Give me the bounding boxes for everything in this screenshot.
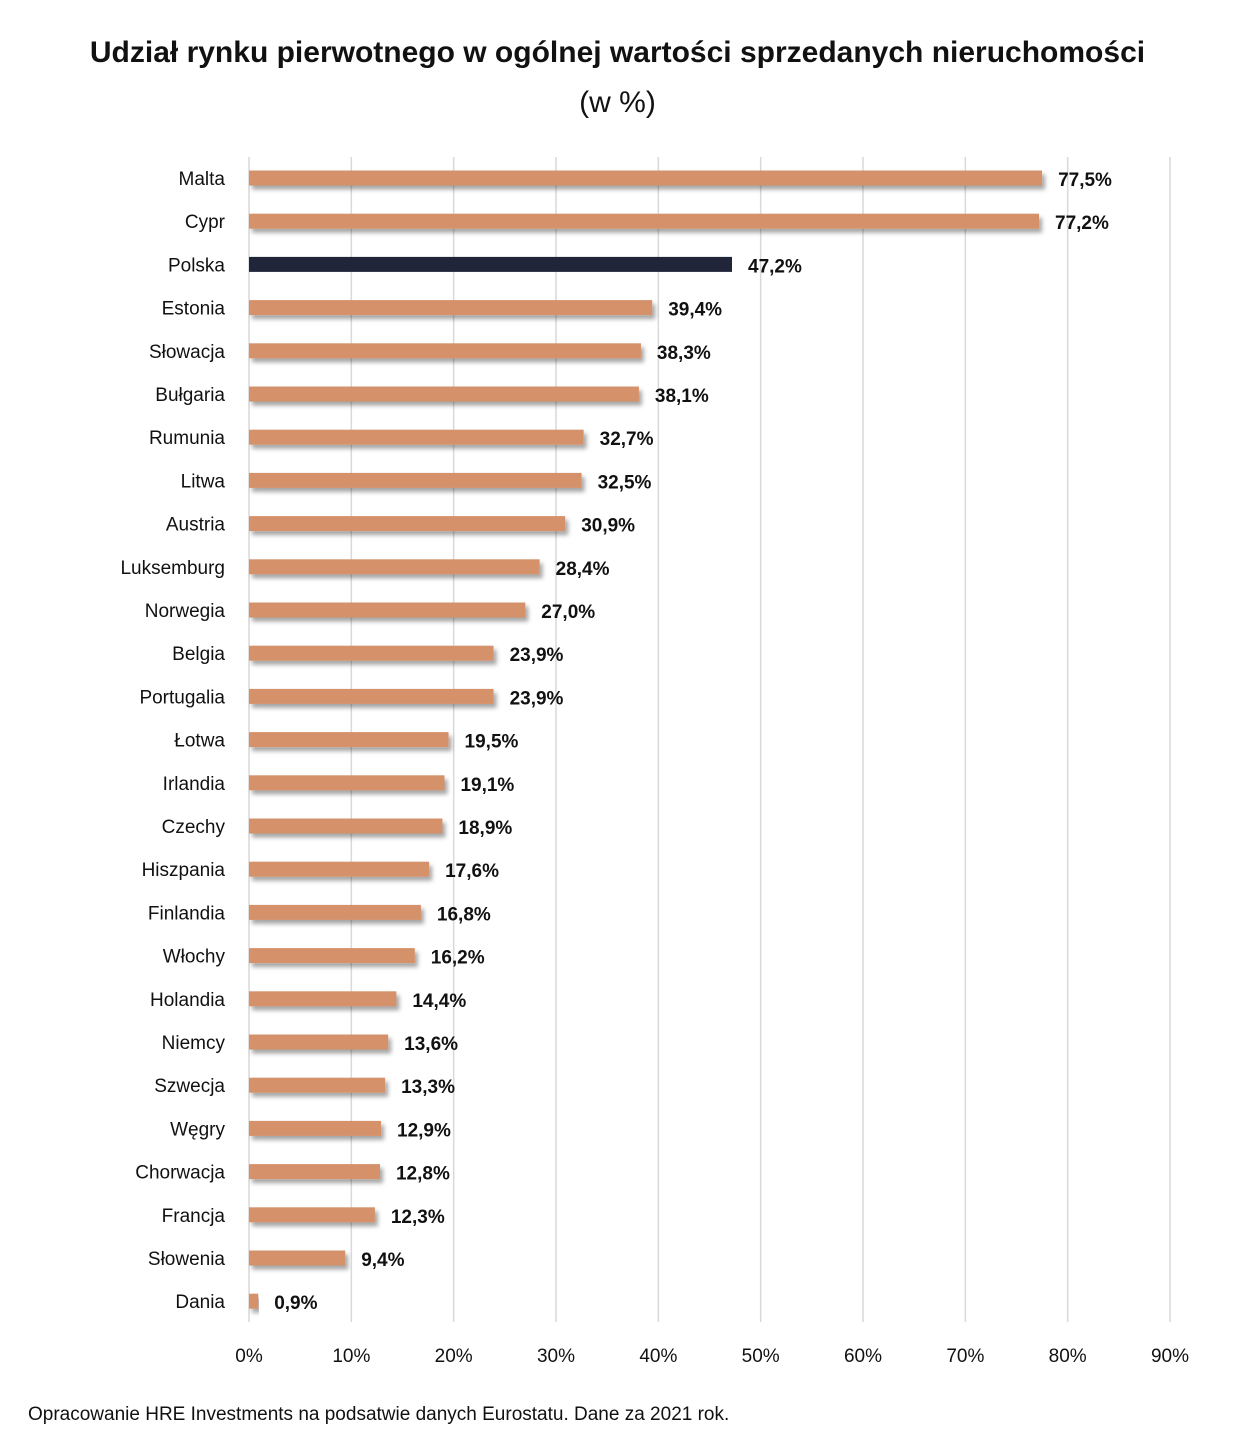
category-label: Dania xyxy=(175,1292,225,1313)
category-label: Francja xyxy=(162,1206,226,1227)
bar-irlandia xyxy=(249,775,445,791)
value-label: 32,7% xyxy=(600,429,654,450)
value-label: 13,3% xyxy=(401,1077,455,1098)
bar-luksemburg xyxy=(249,559,540,575)
category-label: Cypr xyxy=(185,212,226,233)
bar-portugalia xyxy=(249,688,494,704)
value-label: 16,8% xyxy=(437,904,491,925)
bar-słowenia xyxy=(249,1250,346,1266)
bar-francja xyxy=(249,1207,375,1223)
source-footnote: Opracowanie HRE Investments na podsatwie… xyxy=(28,1404,730,1425)
bar-bułgaria xyxy=(249,386,639,402)
value-label: 23,9% xyxy=(510,688,564,709)
bar-dania xyxy=(249,1293,259,1309)
bar-holandia xyxy=(249,991,397,1007)
value-label: 9,4% xyxy=(361,1250,404,1271)
bar-cypr xyxy=(249,213,1040,229)
bars xyxy=(249,170,1043,1309)
bar-belgia xyxy=(249,645,494,661)
x-tick-label: 50% xyxy=(742,1346,780,1367)
bar-chart: 0% 10% 20% 30% 40% 50% 60% 70% 80% 90% Malta 77,5% C… xyxy=(120,157,1189,1367)
grid-lines xyxy=(248,157,1171,1322)
bar-węgry xyxy=(249,1120,382,1136)
bar-hiszpania xyxy=(249,861,430,877)
bar-norwegia xyxy=(249,602,526,618)
value-label: 38,3% xyxy=(657,343,711,364)
value-label: 38,1% xyxy=(655,386,709,407)
value-label: 23,9% xyxy=(510,645,564,666)
bar-litwa xyxy=(249,472,582,488)
bar-rumunia xyxy=(249,429,584,445)
category-label: Litwa xyxy=(181,471,226,492)
category-label: Niemcy xyxy=(162,1033,226,1054)
value-label: 12,8% xyxy=(396,1164,450,1185)
category-label: Łotwa xyxy=(174,731,225,752)
bar-czechy xyxy=(249,818,443,834)
category-label: Chorwacja xyxy=(135,1163,225,1184)
category-label: Norwegia xyxy=(145,601,226,622)
bar-austria xyxy=(249,516,566,532)
category-label: Czechy xyxy=(162,817,226,838)
bar-polska xyxy=(249,256,733,272)
bar-niemcy xyxy=(249,1034,389,1050)
value-label: 17,6% xyxy=(445,861,499,882)
value-label: 14,4% xyxy=(412,991,466,1012)
category-label: Polska xyxy=(168,255,225,276)
bar-szwecja xyxy=(249,1077,386,1093)
category-label: Słowacja xyxy=(149,342,225,363)
value-label: 12,9% xyxy=(397,1120,451,1141)
value-label: 19,1% xyxy=(460,775,514,796)
value-label: 27,0% xyxy=(541,602,595,623)
category-label: Belgia xyxy=(172,644,225,665)
value-label: 77,2% xyxy=(1055,213,1109,234)
category-label: Luksemburg xyxy=(120,558,225,579)
x-tick-label: 80% xyxy=(1049,1346,1087,1367)
x-tick-label: 90% xyxy=(1151,1346,1189,1367)
value-label: 47,2% xyxy=(748,256,802,277)
bar-łotwa xyxy=(249,732,449,748)
category-label: Hiszpania xyxy=(142,860,226,881)
chart-subtitle: (w %) xyxy=(579,86,656,119)
x-tick-label: 60% xyxy=(844,1346,882,1367)
x-tick-label: 20% xyxy=(435,1346,473,1367)
value-label: 39,4% xyxy=(668,300,722,321)
bar-estonia xyxy=(249,300,653,316)
bar-finlandia xyxy=(249,904,421,920)
category-label: Bułgaria xyxy=(155,385,225,406)
category-label: Malta xyxy=(179,169,226,190)
value-label: 28,4% xyxy=(556,559,610,580)
category-label: Portugalia xyxy=(139,687,225,708)
category-label: Węgry xyxy=(170,1119,225,1140)
value-label: 32,5% xyxy=(598,472,652,493)
x-tick-label: 10% xyxy=(332,1346,370,1367)
value-label: 16,2% xyxy=(431,948,485,969)
chart-title: Udział rynku pierwotnego w ogólnej warto… xyxy=(89,36,1146,69)
value-label: 18,9% xyxy=(458,818,512,839)
labels: 0% 10% 20% 30% 40% 50% 60% 70% 80% 90% Malta 77,5% C… xyxy=(120,169,1189,1367)
category-label: Szwecja xyxy=(154,1076,225,1097)
bar-malta xyxy=(249,170,1043,186)
category-label: Słowenia xyxy=(148,1249,226,1270)
category-label: Finlandia xyxy=(148,903,226,924)
category-label: Holandia xyxy=(150,990,225,1011)
value-label: 13,6% xyxy=(404,1034,458,1055)
value-label: 12,3% xyxy=(391,1207,445,1228)
x-tick-label: 70% xyxy=(946,1346,984,1367)
x-tick-label: 30% xyxy=(537,1346,575,1367)
category-label: Irlandia xyxy=(163,774,226,795)
category-label: Estonia xyxy=(162,299,226,320)
bar-słowacja xyxy=(249,343,641,359)
value-label: 30,9% xyxy=(581,516,635,537)
category-label: Rumunia xyxy=(149,428,225,449)
x-tick-label: 0% xyxy=(235,1346,263,1367)
value-label: 77,5% xyxy=(1058,170,1112,191)
x-tick-label: 40% xyxy=(639,1346,677,1367)
value-label: 0,9% xyxy=(274,1293,317,1314)
value-label: 19,5% xyxy=(465,732,519,753)
category-label: Austria xyxy=(166,515,226,536)
category-label: Włochy xyxy=(163,947,226,968)
bar-chorwacja xyxy=(249,1164,380,1180)
bar-włochy xyxy=(249,948,415,964)
